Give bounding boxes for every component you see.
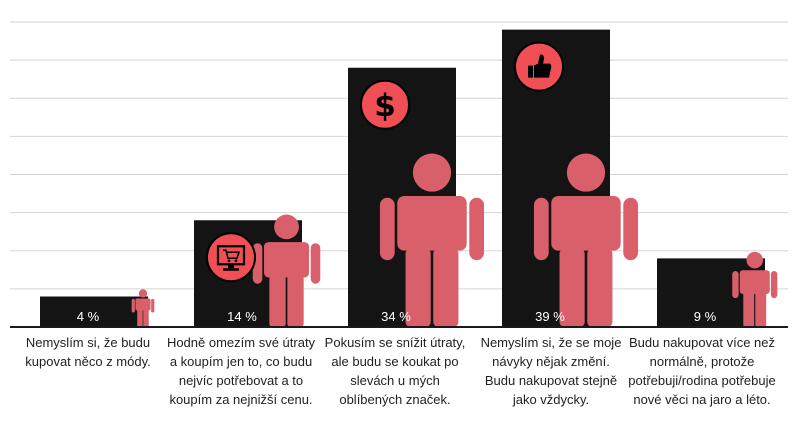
data-label-3: 34 % xyxy=(381,309,411,324)
data-labels: 4 % 14 % 34 % 39 % 9 % xyxy=(77,309,717,324)
dollar-icon: $ xyxy=(360,79,410,130)
icon-badges: $ xyxy=(206,41,564,283)
person-figure-4 xyxy=(533,153,639,327)
category-label-5: Budu nakupovat více než normálně, protož… xyxy=(628,335,776,407)
person-figure-2 xyxy=(252,214,321,327)
bar-1 xyxy=(40,296,148,327)
category-label-2: Hodně omezím své útraty a koupím jen to,… xyxy=(166,335,316,407)
person-figure-1 xyxy=(131,289,155,327)
bars xyxy=(40,29,765,327)
data-label-2: 14 % xyxy=(227,309,257,324)
person-figures xyxy=(131,153,778,327)
thumbs-up-icon xyxy=(514,41,564,92)
category-label-4: Nemyslím si, že se moje návyky nějak změ… xyxy=(480,335,622,407)
category-label-3: Pokusím se snížit útraty, ale budu se ko… xyxy=(324,335,466,407)
data-label-4: 39 % xyxy=(535,309,565,324)
shopping-cart-monitor-icon xyxy=(206,232,256,283)
person-figure-5 xyxy=(732,251,778,327)
svg-text:$: $ xyxy=(374,88,396,124)
data-label-5: 9 % xyxy=(694,309,717,324)
person-figure-3 xyxy=(379,153,485,327)
category-label-1: Nemyslím si, že budu kupovat něco z módy… xyxy=(25,335,151,369)
data-label-1: 4 % xyxy=(77,309,100,324)
